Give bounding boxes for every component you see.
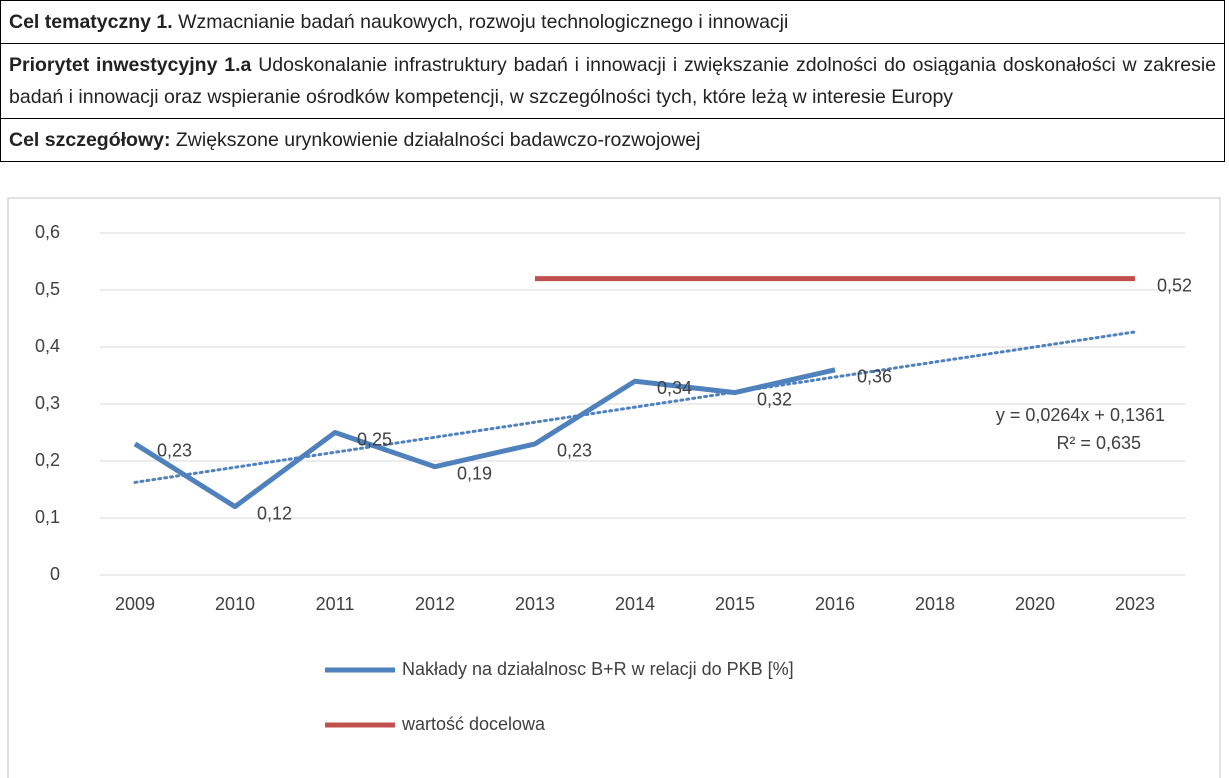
chart-border bbox=[7, 197, 1221, 778]
y-tick-label: 0,1 bbox=[35, 507, 60, 527]
table-row: Cel szczegółowy: Zwiększone urynkowienie… bbox=[0, 118, 1225, 162]
data-label: 0,36 bbox=[857, 367, 892, 387]
trend-r2: R² = 0,635 bbox=[1056, 433, 1141, 453]
data-label: 0,12 bbox=[257, 503, 292, 523]
trend-equation: y = 0,0264x + 0,1361 bbox=[996, 405, 1165, 425]
x-tick-label: 2016 bbox=[815, 594, 855, 614]
row-label: Cel szczegółowy: bbox=[9, 129, 171, 151]
table-row: Priorytet inwestycyjny 1.a Udoskonalanie… bbox=[0, 43, 1225, 118]
header-table: Cel tematyczny 1. Wzmacnianie badań nauk… bbox=[0, 0, 1225, 162]
x-tick-label: 2023 bbox=[1115, 594, 1155, 614]
table-row: Cel tematyczny 1. Wzmacnianie badań nauk… bbox=[0, 0, 1225, 43]
x-tick-label: 2020 bbox=[1015, 594, 1055, 614]
row-label: Priorytet inwestycyjny 1.a bbox=[9, 54, 252, 76]
legend-label: wartość docelowa bbox=[401, 714, 546, 734]
x-tick-label: 2012 bbox=[415, 594, 455, 614]
data-label: 0,32 bbox=[757, 389, 792, 409]
series-line bbox=[133, 367, 836, 510]
x-tick-label: 2014 bbox=[615, 594, 655, 614]
legend-label: Nakłady na działalnosc B+R w relacji do … bbox=[402, 659, 794, 679]
data-label: 0,23 bbox=[157, 441, 192, 461]
y-tick-label: 0,5 bbox=[35, 279, 60, 299]
data-label: 0,52 bbox=[1157, 275, 1192, 295]
x-tick-label: 2009 bbox=[115, 594, 155, 614]
row-text: Wzmacnianie badań naukowych, rozwoju tec… bbox=[178, 11, 789, 33]
row-text: Zwiększone urynkowienie działalności bad… bbox=[175, 129, 701, 151]
data-label: 0,19 bbox=[457, 463, 492, 483]
x-tick-label: 2015 bbox=[715, 594, 755, 614]
x-tick-label: 2010 bbox=[215, 594, 255, 614]
data-label: 0,25 bbox=[357, 429, 392, 449]
y-tick-label: 0,4 bbox=[35, 336, 60, 356]
y-tick-label: 0 bbox=[50, 564, 60, 584]
row-text: Udoskonalanie infrastruktury badań i inn… bbox=[9, 54, 1217, 108]
y-tick-label: 0,6 bbox=[35, 222, 60, 242]
y-tick-label: 0,2 bbox=[35, 450, 60, 470]
data-label: 0,34 bbox=[657, 378, 692, 398]
trendline bbox=[133, 330, 1137, 484]
row-label: Cel tematyczny 1. bbox=[9, 11, 173, 33]
y-tick-label: 0,3 bbox=[35, 393, 60, 413]
x-tick-label: 2011 bbox=[316, 594, 355, 614]
x-tick-label: 2018 bbox=[915, 594, 955, 614]
x-tick-label: 2013 bbox=[515, 594, 555, 614]
data-label: 0,23 bbox=[557, 441, 592, 461]
